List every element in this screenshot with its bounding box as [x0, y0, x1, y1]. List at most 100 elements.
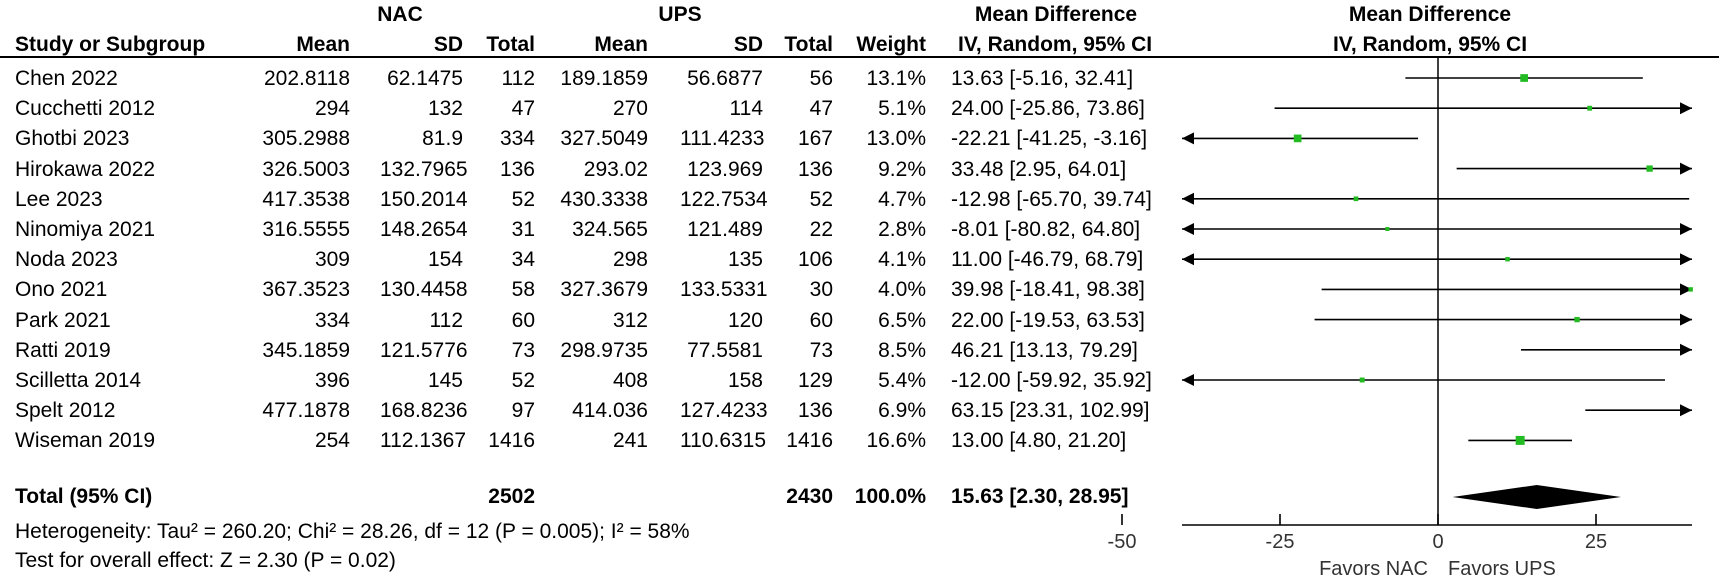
- ups-sd: 158: [727, 369, 763, 392]
- ci-arrow-left: [1182, 253, 1194, 266]
- md-header-method: IV, Random, 95% CI: [958, 33, 1153, 56]
- nac-sd: 81.9: [422, 127, 463, 151]
- group-header-nac: NAC: [377, 3, 423, 26]
- ups-total: 47: [809, 97, 833, 121]
- study-name: Ratti 2019: [15, 338, 111, 362]
- weight: 5.4%: [878, 369, 926, 392]
- nac-mean: 417.3538: [262, 187, 350, 211]
- study-name: Ono 2021: [15, 278, 108, 302]
- ci-text: 33.48 [2.95, 64.01]: [951, 157, 1127, 181]
- nac-mean: 305.2988: [262, 127, 350, 151]
- nac-sd: 145: [427, 369, 463, 392]
- nac-mean: 202.8118: [263, 67, 350, 90]
- ups-sd: 135: [727, 248, 763, 272]
- nac-total: 58: [511, 278, 535, 302]
- nac-sd: 132.7965: [380, 157, 468, 181]
- study-point-marker: [1574, 316, 1580, 323]
- nac-total: 52: [511, 187, 535, 211]
- ci-text: 39.98 [-18.41, 98.38]: [951, 278, 1145, 302]
- nac-sd: 132: [427, 97, 463, 121]
- study-column-header: Study or Subgroup: [15, 33, 206, 56]
- ups-mean: 312: [612, 308, 648, 332]
- weight: 9.2%: [878, 157, 926, 181]
- ups-sd: 127.4233: [680, 399, 768, 423]
- favors-left-label: Favors NAC: [1319, 558, 1428, 580]
- ups-total: 22: [809, 218, 833, 241]
- heterogeneity-text: Heterogeneity: Tau² = 260.20; Chi² = 28.…: [15, 520, 690, 543]
- ci-arrow-right: [1680, 404, 1692, 417]
- ci-arrow-right: [1680, 283, 1692, 296]
- ups-total: 30: [809, 278, 833, 302]
- nac-total: 334: [499, 127, 535, 151]
- study-name: Hirokawa 2022: [15, 157, 156, 181]
- nac-mean: 334: [314, 308, 350, 332]
- nac-total: 52: [511, 369, 535, 392]
- nac-sd: 154: [427, 248, 463, 272]
- weight-header: Weight: [856, 33, 926, 56]
- x-tick-label: 0: [1432, 531, 1443, 553]
- nac-sd: 121.5776: [380, 338, 468, 362]
- ups-mean: 241: [612, 429, 648, 453]
- ups-mean: 270: [612, 97, 648, 121]
- ci-text: 13.63 [-5.16, 32.41]: [951, 67, 1134, 90]
- study-point-marker: [1293, 134, 1302, 143]
- md-header-title: Mean Difference: [974, 3, 1138, 26]
- ci-arrow-left: [1182, 192, 1194, 205]
- study-point-marker: [1688, 287, 1693, 292]
- ups-sd: 133.5331: [680, 278, 768, 302]
- ups-total-header: Total: [784, 33, 833, 56]
- weight: 5.1%: [878, 97, 926, 121]
- weight: 13.1%: [866, 67, 926, 90]
- weight: 2.8%: [878, 218, 926, 241]
- ups-mean: 327.3679: [560, 278, 648, 302]
- ups-sd: 122.7534: [680, 187, 768, 211]
- ups-sd: 56.6877: [687, 67, 763, 90]
- ups-mean: 327.5049: [560, 127, 648, 151]
- ups-total: 136: [797, 157, 833, 181]
- weight: 16.6%: [866, 429, 926, 453]
- nac-total: 31: [511, 218, 535, 241]
- nac-total: 1416: [488, 429, 535, 453]
- study-point-marker: [1515, 435, 1525, 445]
- nac-mean: 326.5003: [262, 157, 350, 181]
- ups-sd: 123.969: [687, 157, 763, 181]
- nac-mean: 345.1859: [262, 338, 350, 362]
- study-point-marker: [1520, 74, 1528, 82]
- ups-total: 136: [797, 399, 833, 423]
- nac-total: 136: [499, 157, 535, 181]
- weight: 6.5%: [878, 308, 926, 332]
- study-name: Spelt 2012: [15, 399, 116, 423]
- ups-total: 106: [797, 248, 833, 272]
- ups-total: 56: [809, 67, 833, 90]
- ups-total: 1416: [786, 429, 833, 453]
- plot-header-method: IV, Random, 95% CI: [1332, 33, 1528, 56]
- ci-arrow-left: [1182, 132, 1194, 145]
- nac-sd: 62.1475: [387, 67, 463, 90]
- total-ci: 15.63 [2.30, 28.95]: [951, 485, 1129, 508]
- study-name: Noda 2023: [15, 248, 118, 272]
- ci-text: -12.00 [-59.92, 35.92]: [951, 369, 1152, 392]
- ups-sd-header: SD: [733, 33, 763, 56]
- study-point-marker: [1587, 105, 1593, 111]
- ci-text: 13.00 [4.80, 21.20]: [951, 429, 1127, 453]
- ups-total: 52: [809, 187, 833, 211]
- nac-total: 97: [511, 399, 535, 423]
- study-name: Lee 2023: [15, 187, 103, 211]
- ups-mean: 408: [612, 369, 648, 392]
- weight: 8.5%: [878, 338, 926, 362]
- ci-arrow-right: [1680, 313, 1692, 326]
- nac-sd: 130.4458: [380, 278, 468, 302]
- study-point-marker: [1359, 377, 1365, 383]
- nac-total: 47: [511, 97, 535, 121]
- study-point-marker: [1353, 196, 1359, 202]
- ups-sd: 120: [727, 308, 763, 332]
- ci-text: 24.00 [-25.86, 73.86]: [951, 97, 1145, 121]
- ci-text: 46.21 [13.13, 79.29]: [951, 338, 1138, 362]
- ups-mean: 293.02: [583, 157, 648, 181]
- ci-text: -22.21 [-41.25, -3.16]: [951, 127, 1148, 151]
- nac-mean: 367.3523: [262, 278, 350, 302]
- study-name: Ghotbi 2023: [15, 127, 130, 151]
- favors-right-label: Favors UPS: [1448, 558, 1556, 580]
- ci-arrow-right: [1680, 102, 1692, 115]
- ups-mean-header: Mean: [594, 33, 648, 56]
